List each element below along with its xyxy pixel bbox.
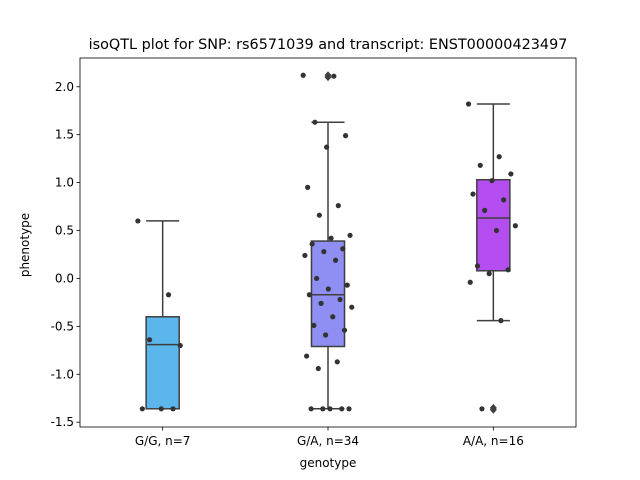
data-point xyxy=(308,406,314,412)
data-point xyxy=(474,263,481,269)
data-point xyxy=(330,314,336,320)
y-tick-label: -1.5 xyxy=(51,415,74,429)
box-1 xyxy=(310,240,346,348)
data-point xyxy=(332,257,339,263)
y-tick-label: 1.5 xyxy=(55,128,74,142)
data-point xyxy=(347,232,353,238)
data-point xyxy=(334,359,340,365)
data-point xyxy=(465,101,472,107)
data-point xyxy=(339,406,345,412)
data-point xyxy=(341,327,348,333)
data-point xyxy=(302,252,308,259)
data-point xyxy=(311,322,317,329)
box-2 xyxy=(476,178,511,272)
data-point xyxy=(315,365,321,372)
y-tick-label: 0.0 xyxy=(55,271,74,285)
data-point xyxy=(325,286,331,292)
x-tick-label: A/A, n=16 xyxy=(463,434,524,448)
data-point xyxy=(482,207,488,213)
data-point xyxy=(498,318,504,324)
data-point xyxy=(135,218,141,224)
data-point xyxy=(340,246,346,252)
data-point xyxy=(335,203,341,209)
data-point xyxy=(170,406,176,412)
data-point xyxy=(316,212,322,218)
data-point xyxy=(489,178,495,184)
data-point xyxy=(470,191,476,197)
data-point xyxy=(322,332,329,338)
data-point xyxy=(467,279,473,285)
data-point xyxy=(318,300,324,306)
data-point xyxy=(349,304,355,310)
data-point xyxy=(337,296,343,303)
data-point xyxy=(477,162,483,168)
data-point xyxy=(306,292,312,298)
data-point xyxy=(479,406,485,412)
data-point xyxy=(346,406,352,412)
plot-area xyxy=(135,71,518,414)
data-point xyxy=(320,406,326,412)
data-point xyxy=(328,235,334,241)
data-point xyxy=(304,353,310,359)
data-point xyxy=(139,406,145,412)
data-point xyxy=(512,223,518,229)
data-point xyxy=(493,227,500,234)
y-tick-label: 0.5 xyxy=(55,224,74,238)
data-point xyxy=(146,337,153,343)
data-point xyxy=(312,119,318,125)
y-axis-label: phenotype xyxy=(18,213,32,277)
data-point xyxy=(486,271,492,277)
data-point xyxy=(309,241,315,247)
data-point xyxy=(327,406,333,412)
data-point xyxy=(508,171,514,177)
data-point xyxy=(496,154,502,160)
data-point xyxy=(300,72,306,78)
data-point xyxy=(158,406,164,412)
axes: -1.5 -1.0 -0.5 0.0 0.5 1.0 1.5 2.0 G/G, n=7 G/A, … xyxy=(51,57,577,448)
x-tick-label: G/G, n=7 xyxy=(135,434,191,448)
outlier-marker xyxy=(324,71,332,80)
y-tick-label: -1.0 xyxy=(51,367,74,381)
outlier-marker xyxy=(489,405,497,414)
y-tick-label: -0.5 xyxy=(51,319,74,333)
data-point xyxy=(305,184,311,190)
data-point xyxy=(321,249,327,255)
data-point xyxy=(314,275,320,282)
data-point xyxy=(344,282,350,288)
data-point xyxy=(324,144,330,150)
data-point xyxy=(501,197,507,203)
y-tick-label: 2.0 xyxy=(55,80,74,94)
data-point xyxy=(342,133,349,139)
data-point xyxy=(505,267,511,273)
data-point xyxy=(177,342,183,349)
data-point xyxy=(165,292,172,298)
y-tick-label: 1.0 xyxy=(55,176,74,190)
chart-title: isoQTL plot for SNP: rs6571039 and trans… xyxy=(89,37,568,53)
data-point xyxy=(331,73,337,79)
box-0 xyxy=(145,316,180,410)
x-axis-label: genotype xyxy=(300,456,357,470)
x-tick-label: G/A, n=34 xyxy=(297,434,359,448)
